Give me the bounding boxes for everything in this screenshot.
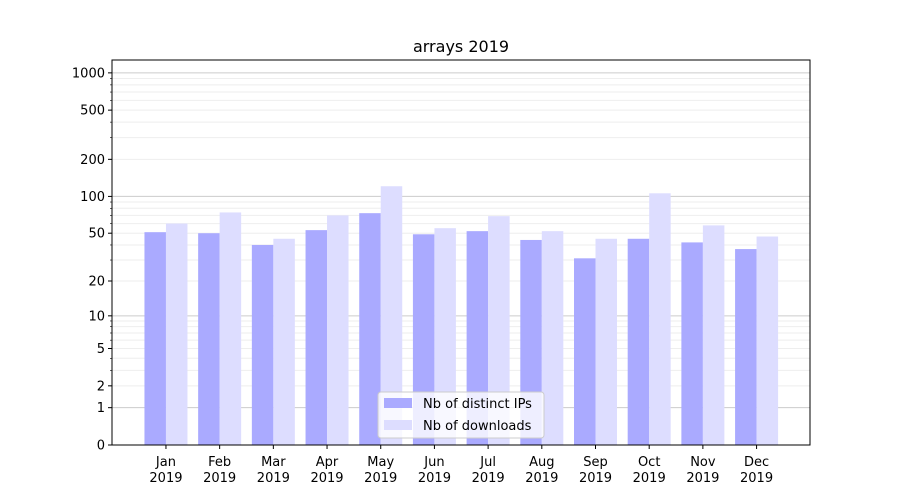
bar-downloads xyxy=(649,193,671,445)
bar-ips xyxy=(735,249,757,445)
bar-ips xyxy=(251,244,274,445)
x-tick-label: Nov 2019 xyxy=(686,455,719,486)
y-tick-label: 5 xyxy=(97,342,105,357)
bar-downloads xyxy=(756,236,779,445)
bar-ips xyxy=(573,258,596,445)
bar-ips xyxy=(305,230,328,445)
y-tick-label: 1 xyxy=(97,401,105,416)
x-tick-label: Sep 2019 xyxy=(579,455,612,486)
x-axis: Jan 2019 Feb 2019 Mar 2019 Apr 2019 May 2019 Jun 20… xyxy=(149,445,773,486)
bars xyxy=(144,186,779,445)
bar-downloads xyxy=(380,186,403,445)
bar-downloads xyxy=(273,238,295,445)
x-tick-label: Jan 2019 xyxy=(149,455,182,486)
bar-downloads xyxy=(702,225,725,445)
bar-downloads xyxy=(219,212,242,445)
y-tick-label: 20 xyxy=(88,275,105,290)
y-tick-label: 2 xyxy=(97,379,105,394)
bar-downloads xyxy=(327,215,349,445)
y-axis: 0 1 2 5 10 20 50 100 200 500 1000 xyxy=(72,66,112,454)
plot-frame xyxy=(111,59,811,446)
bar-downloads xyxy=(488,216,510,445)
x-tick-label: Mar 2019 xyxy=(257,455,290,486)
bar-downloads xyxy=(434,228,456,445)
y-tick-label: 500 xyxy=(80,104,105,119)
y-tick-label: 200 xyxy=(80,153,105,168)
bar-downloads xyxy=(165,223,188,445)
y-tick-label: 1000 xyxy=(72,66,105,81)
x-tick-label: Feb 2019 xyxy=(203,455,236,486)
legend: Nb of distinct IPs Nb of downloads xyxy=(377,391,545,439)
grid xyxy=(110,72,810,409)
bar-ips xyxy=(681,242,703,445)
y-tick-label: 50 xyxy=(88,227,105,242)
legend-label-ips: Nb of distinct IPs xyxy=(423,397,532,412)
legend-swatch-downloads xyxy=(384,420,412,430)
x-tick-label: Dec 2019 xyxy=(740,455,773,486)
x-tick-label: Aug 2019 xyxy=(525,455,558,486)
bar-downloads xyxy=(595,238,617,445)
bar-ips xyxy=(198,233,220,445)
bar-ips xyxy=(627,238,650,445)
x-tick-label: Jul 2019 xyxy=(472,455,505,486)
x-tick-label: Jun 2019 xyxy=(418,455,451,486)
legend-label-downloads: Nb of downloads xyxy=(423,419,532,434)
bar-ips xyxy=(359,213,381,445)
y-tick-label: 10 xyxy=(88,309,105,324)
legend-swatch-ips xyxy=(384,398,412,408)
x-tick-label: Apr 2019 xyxy=(310,455,343,486)
chart-title: arrays 2019 xyxy=(413,37,509,56)
y-tick-label: 100 xyxy=(80,190,105,205)
x-tick-label: Oct 2019 xyxy=(633,455,666,486)
y-tick-label: 0 xyxy=(97,439,105,454)
bar-downloads xyxy=(541,231,564,445)
x-tick-label: May 2019 xyxy=(364,455,397,486)
bar-ips xyxy=(144,232,166,445)
